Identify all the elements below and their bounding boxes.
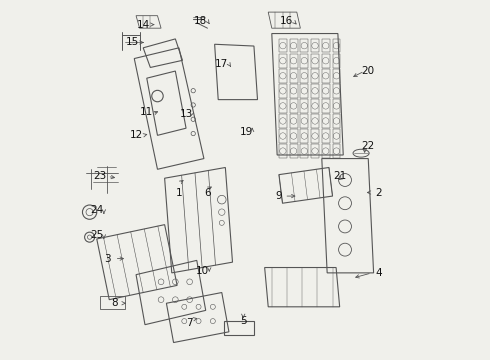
Bar bbox=[322, 69, 330, 82]
Bar bbox=[300, 84, 308, 98]
Text: 7: 7 bbox=[186, 318, 193, 328]
Text: 21: 21 bbox=[333, 171, 346, 181]
Bar bbox=[333, 54, 341, 68]
Bar bbox=[322, 99, 330, 113]
Text: 18: 18 bbox=[194, 16, 207, 26]
Text: 17: 17 bbox=[215, 59, 228, 69]
Bar bbox=[311, 129, 319, 143]
Bar bbox=[311, 144, 319, 158]
Bar bbox=[333, 84, 341, 98]
Bar bbox=[300, 39, 308, 53]
Text: 16: 16 bbox=[279, 16, 293, 26]
Bar bbox=[300, 144, 308, 158]
Bar bbox=[311, 69, 319, 82]
Bar bbox=[290, 54, 297, 68]
Bar bbox=[322, 114, 330, 128]
Text: 14: 14 bbox=[137, 19, 150, 30]
Text: 13: 13 bbox=[179, 109, 193, 119]
Text: 24: 24 bbox=[90, 205, 103, 215]
Bar bbox=[300, 114, 308, 128]
Bar bbox=[290, 144, 297, 158]
Bar bbox=[290, 99, 297, 113]
Bar bbox=[333, 69, 341, 82]
Bar bbox=[322, 54, 330, 68]
Bar bbox=[279, 69, 287, 82]
Text: 4: 4 bbox=[376, 268, 382, 278]
Bar bbox=[290, 69, 297, 82]
Text: 2: 2 bbox=[376, 188, 382, 198]
Bar bbox=[322, 144, 330, 158]
Text: 1: 1 bbox=[175, 188, 182, 198]
Bar bbox=[322, 129, 330, 143]
Bar bbox=[333, 144, 341, 158]
Bar bbox=[279, 84, 287, 98]
Bar bbox=[311, 99, 319, 113]
Bar bbox=[322, 84, 330, 98]
Bar bbox=[279, 144, 287, 158]
Bar bbox=[290, 39, 297, 53]
Bar bbox=[322, 39, 330, 53]
Bar bbox=[290, 129, 297, 143]
Text: 12: 12 bbox=[129, 130, 143, 140]
Bar bbox=[311, 54, 319, 68]
Text: 5: 5 bbox=[240, 316, 246, 326]
Bar bbox=[279, 114, 287, 128]
Bar bbox=[300, 129, 308, 143]
Bar bbox=[279, 99, 287, 113]
Bar bbox=[279, 54, 287, 68]
Bar bbox=[290, 84, 297, 98]
Text: 6: 6 bbox=[204, 188, 211, 198]
Text: 10: 10 bbox=[196, 266, 209, 276]
Text: 19: 19 bbox=[240, 127, 253, 137]
Bar bbox=[290, 114, 297, 128]
Bar bbox=[311, 84, 319, 98]
Text: 3: 3 bbox=[104, 253, 111, 264]
Bar bbox=[300, 54, 308, 68]
Bar bbox=[279, 39, 287, 53]
Bar bbox=[279, 129, 287, 143]
Bar bbox=[333, 99, 341, 113]
Text: 8: 8 bbox=[111, 298, 118, 308]
Text: 15: 15 bbox=[126, 37, 139, 48]
Text: 22: 22 bbox=[362, 141, 375, 151]
Bar bbox=[311, 114, 319, 128]
Bar bbox=[311, 39, 319, 53]
Text: 23: 23 bbox=[94, 171, 107, 181]
Text: 9: 9 bbox=[275, 191, 282, 201]
Bar bbox=[333, 114, 341, 128]
Bar bbox=[333, 39, 341, 53]
Bar bbox=[300, 69, 308, 82]
Text: 20: 20 bbox=[362, 66, 375, 76]
Text: 25: 25 bbox=[90, 230, 103, 240]
Text: 11: 11 bbox=[140, 107, 153, 117]
Bar bbox=[300, 99, 308, 113]
Bar bbox=[333, 129, 341, 143]
